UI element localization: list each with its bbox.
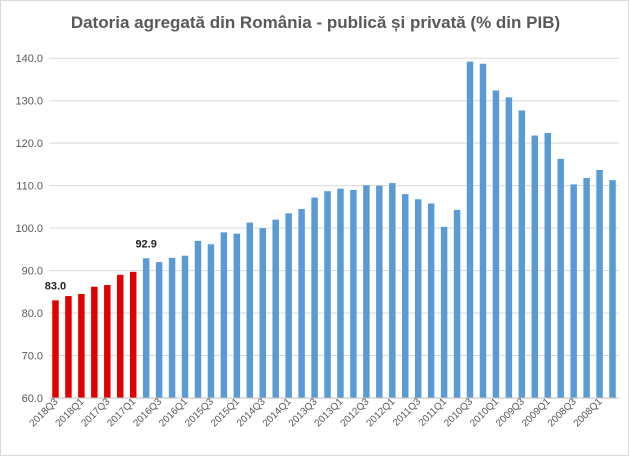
bar-2016Q3: [155, 262, 163, 398]
x-tick-label: 2008Q1: [572, 396, 605, 429]
bar-2011Q2: [427, 203, 435, 398]
bar-2017Q1: [129, 271, 137, 398]
bar-2018Q1: [78, 293, 85, 398]
y-tick-label: 140.0: [15, 53, 43, 65]
bar-2009Q1: [544, 132, 551, 399]
bar-2011Q4: [402, 194, 409, 398]
bar-2016Q1: [181, 255, 189, 398]
bar-2012Q1: [389, 183, 396, 398]
bar-2011Q1: [440, 226, 448, 398]
y-tick-label: 90.0: [22, 266, 43, 278]
data-label: 83.0: [45, 280, 66, 292]
bar-2011Q3: [414, 199, 422, 398]
y-tick-label: 110.0: [16, 181, 43, 193]
bar-2012Q3: [363, 185, 370, 398]
bar-2015Q2: [220, 232, 228, 398]
bar-2014Q2: [272, 219, 279, 398]
bar-2008Q4: [557, 158, 564, 398]
bar-2015Q1: [233, 233, 241, 398]
y-tick-label: 120.0: [15, 138, 43, 150]
bar-2013Q3: [311, 197, 318, 398]
bar-2012Q2: [376, 185, 383, 398]
bar-2013Q2: [324, 191, 331, 398]
bar-2018Q3: [52, 300, 59, 398]
data-label: 92.9: [135, 238, 156, 250]
bar-2013Q4: [298, 209, 305, 398]
x-tick-label: 2012Q1: [364, 396, 397, 429]
y-tick-label: 130.0: [15, 96, 43, 108]
bar-2016Q2: [168, 257, 176, 398]
bar-2015Q3: [207, 244, 215, 398]
bar-2014Q1: [285, 213, 292, 398]
bar-2012Q4: [350, 189, 357, 398]
bar-2010Q1: [492, 90, 500, 398]
bar-2017Q4: [91, 286, 98, 398]
y-tick-label: 80.0: [22, 308, 43, 320]
bar-2010Q4: [453, 209, 461, 398]
bar-2017Q3: [104, 285, 111, 398]
bar-2008Q1: [596, 169, 603, 398]
bar-2013Q1: [337, 188, 344, 398]
bar-2014Q3: [259, 228, 266, 398]
bar-2009Q4: [505, 97, 513, 398]
bar-2015Q4: [194, 240, 202, 398]
bar-2017Q2: [117, 274, 124, 398]
bar-2007Q4: [609, 180, 616, 398]
bar-2009Q2: [531, 135, 539, 398]
y-tick-label: 60.0: [22, 393, 43, 405]
bar-2014Q4: [246, 222, 254, 398]
bar-2010Q3: [466, 61, 474, 398]
bar-2018Q2: [65, 296, 72, 398]
bar-2016Q4: [142, 258, 150, 398]
bar-2010Q2: [479, 63, 487, 398]
bar-2009Q3: [518, 110, 526, 398]
bar-2008Q3: [570, 184, 577, 398]
bar-2008Q2: [583, 178, 590, 398]
y-tick-label: 100.0: [15, 223, 43, 235]
y-tick-label: 70.0: [22, 351, 43, 363]
chart-title: Datoria agregată din România - publică ș…: [70, 13, 561, 32]
